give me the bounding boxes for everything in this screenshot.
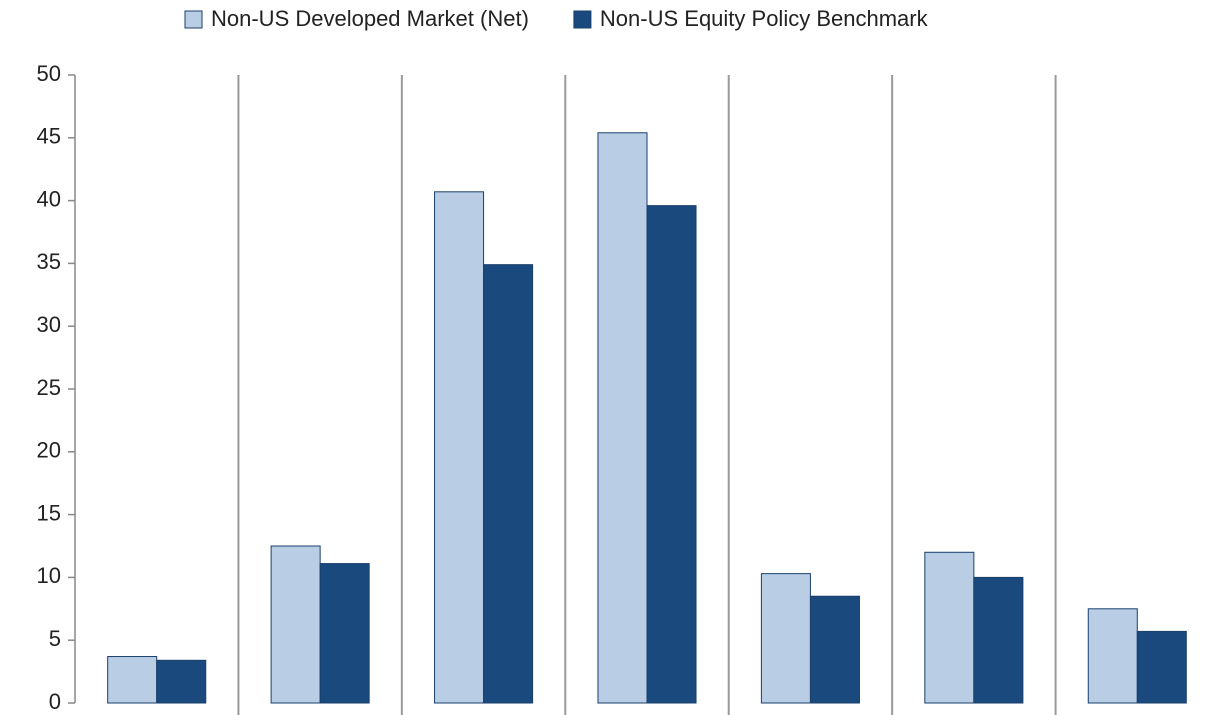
bar [107, 656, 158, 704]
y-tick-label: 30 [37, 312, 61, 337]
y-tick-label: 45 [37, 124, 61, 149]
y-tick-label: 5 [49, 626, 61, 651]
bar [319, 563, 370, 704]
y-tick-label: 40 [37, 186, 61, 211]
bar [156, 659, 207, 704]
legend-swatch [184, 10, 203, 29]
legend-label: Non-US Equity Policy Benchmark [600, 6, 929, 31]
bar [760, 573, 811, 704]
y-tick-label: 10 [37, 563, 61, 588]
bar [1087, 608, 1138, 704]
legend: Non-US Developed Market (Net) Non-US Equi… [184, 6, 929, 31]
bar [1136, 630, 1187, 704]
y-tick-label: 50 [37, 61, 61, 86]
y-tick-label: 25 [37, 375, 61, 400]
bar [646, 205, 697, 704]
legend-item: Non-US Equity Policy Benchmark [573, 6, 929, 31]
y-tick-label: 15 [37, 500, 61, 525]
bar [973, 576, 1024, 704]
bar [270, 545, 321, 704]
bar [483, 264, 534, 704]
legend-item: Non-US Developed Market (Net) [184, 6, 529, 31]
bar [924, 551, 975, 704]
bar [434, 191, 485, 704]
bar [809, 595, 860, 704]
y-tick-label: 20 [37, 438, 61, 463]
bar [597, 132, 648, 704]
legend-label: Non-US Developed Market (Net) [211, 6, 529, 31]
y-tick-label: 0 [49, 689, 61, 714]
legend-swatch [573, 10, 592, 29]
y-tick-label: 35 [37, 249, 61, 274]
